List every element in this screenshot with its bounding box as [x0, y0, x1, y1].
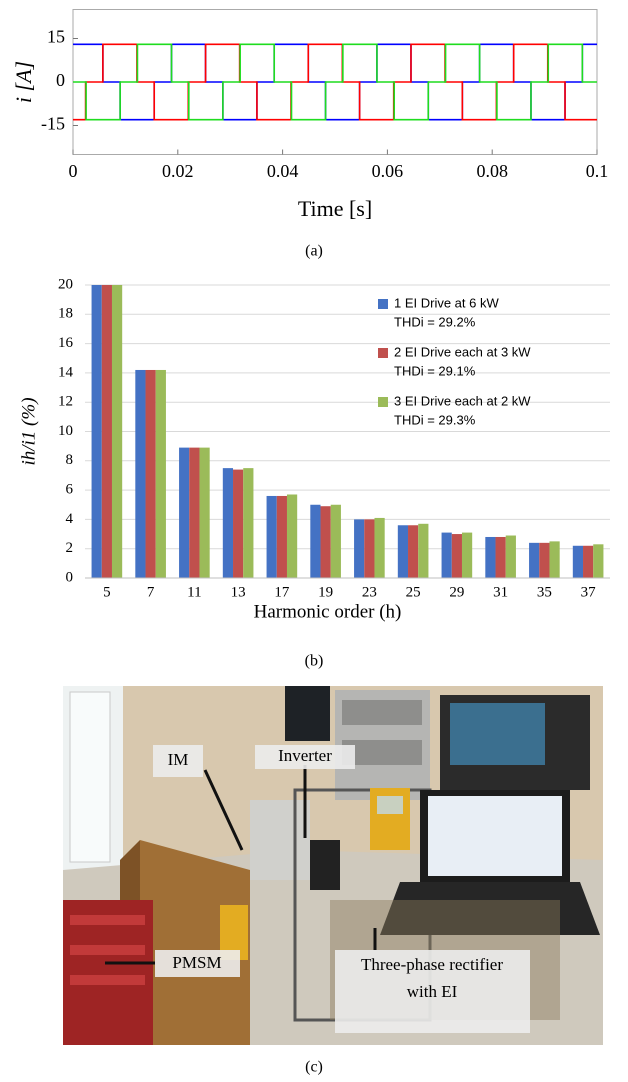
bar: [222, 468, 234, 578]
bar: [179, 447, 190, 578]
bar: [233, 469, 244, 578]
bar: [364, 519, 375, 578]
x-tick-label: 0.1: [586, 161, 609, 181]
bar: [189, 447, 200, 578]
series-line: [73, 43, 597, 121]
bar: [135, 369, 146, 578]
legend-swatch: [378, 348, 388, 358]
x-tick-label: 7: [147, 584, 155, 600]
y-tick-label: 15: [47, 27, 65, 47]
y-tick-label: 6: [66, 482, 74, 498]
bar: [572, 545, 584, 578]
bar: [243, 468, 254, 578]
y-tick-label: 4: [66, 511, 74, 527]
bar: [91, 285, 102, 578]
bar: [451, 534, 462, 578]
y-tick-label: 18: [58, 306, 73, 322]
caption: (a): [305, 243, 323, 260]
y-tick-label: 8: [66, 452, 74, 468]
bar: [111, 285, 123, 578]
bar: [408, 525, 419, 578]
bar: [310, 504, 321, 578]
y-tick-label: 16: [58, 335, 74, 351]
x-tick-label: 31: [493, 584, 508, 600]
legend-swatch: [378, 299, 388, 309]
photo-label: Three-phase rectifier: [361, 955, 503, 974]
x-tick-label: 13: [231, 584, 246, 600]
bar: [593, 544, 604, 578]
y-axis-label: i [A]: [11, 61, 36, 103]
x-tick-label: 0.06: [372, 161, 404, 181]
legend-note: THDi = 29.2%: [394, 314, 476, 329]
bar: [495, 536, 506, 578]
bar: [529, 542, 540, 578]
bar: [418, 523, 429, 578]
legend-swatch: [378, 397, 388, 407]
y-tick-label: -15: [41, 114, 65, 134]
bar: [539, 542, 550, 578]
y-tick-label: 12: [58, 394, 73, 410]
photo-label: with EI: [407, 982, 458, 1001]
bar: [101, 285, 112, 578]
bar: [354, 519, 365, 578]
bar: [276, 495, 287, 578]
series-line: [73, 43, 597, 121]
bar: [485, 536, 496, 578]
x-tick-label: 5: [103, 584, 111, 600]
bar: [145, 369, 156, 578]
y-tick-label: 10: [58, 423, 73, 439]
photo-label: IM: [168, 750, 189, 769]
x-tick-label: 25: [406, 584, 421, 600]
bar: [199, 447, 210, 578]
x-axis-label: Harmonic order (h): [254, 601, 402, 622]
legend-note: THDi = 29.1%: [394, 363, 476, 378]
legend-label: 1 EI Drive at 6 kW: [394, 295, 499, 310]
x-tick-label: 37: [581, 584, 597, 600]
legend-label: 3 EI Drive each at 2 kW: [394, 393, 531, 408]
y-tick-label: 0: [66, 569, 74, 585]
y-tick-label: 20: [58, 276, 73, 292]
x-tick-label: 11: [187, 584, 201, 600]
bar: [505, 535, 516, 578]
caption: (b): [305, 653, 324, 670]
bar: [155, 369, 166, 578]
x-tick-label: 17: [274, 584, 290, 600]
bar: [441, 532, 452, 578]
x-tick-label: 0.08: [476, 161, 508, 181]
bar: [549, 541, 560, 578]
bar: [330, 504, 341, 578]
bar: [583, 545, 594, 578]
legend-label: 2 EI Drive each at 3 kW: [394, 344, 531, 359]
photo: IM Inverter PMSM Three-phase rectifier w…: [63, 686, 603, 1045]
y-tick-label: 14: [58, 364, 74, 380]
x-tick-label: 19: [318, 584, 333, 600]
bar: [397, 525, 409, 578]
y-axis-label: ih/i1 (%): [18, 397, 39, 465]
bar: [320, 506, 331, 578]
x-tick-label: 0.02: [162, 161, 194, 181]
x-tick-label: 35: [537, 584, 552, 600]
legend-note: THDi = 29.3%: [394, 412, 476, 427]
y-tick-label: 0: [56, 70, 65, 90]
y-tick-label: 2: [66, 540, 74, 556]
bar: [286, 494, 298, 578]
bar: [266, 495, 277, 578]
x-tick-label: 0.04: [267, 161, 299, 181]
caption: (c): [305, 1059, 323, 1076]
photo-label: PMSM: [172, 953, 221, 972]
bar: [374, 517, 385, 578]
photo-label: Inverter: [278, 746, 332, 765]
series-line: [73, 43, 597, 121]
x-tick-label: 23: [362, 584, 377, 600]
x-tick-label: 0: [69, 161, 78, 181]
bar: [461, 532, 473, 578]
x-axis-label: Time [s]: [298, 196, 372, 221]
x-tick-label: 29: [449, 584, 464, 600]
